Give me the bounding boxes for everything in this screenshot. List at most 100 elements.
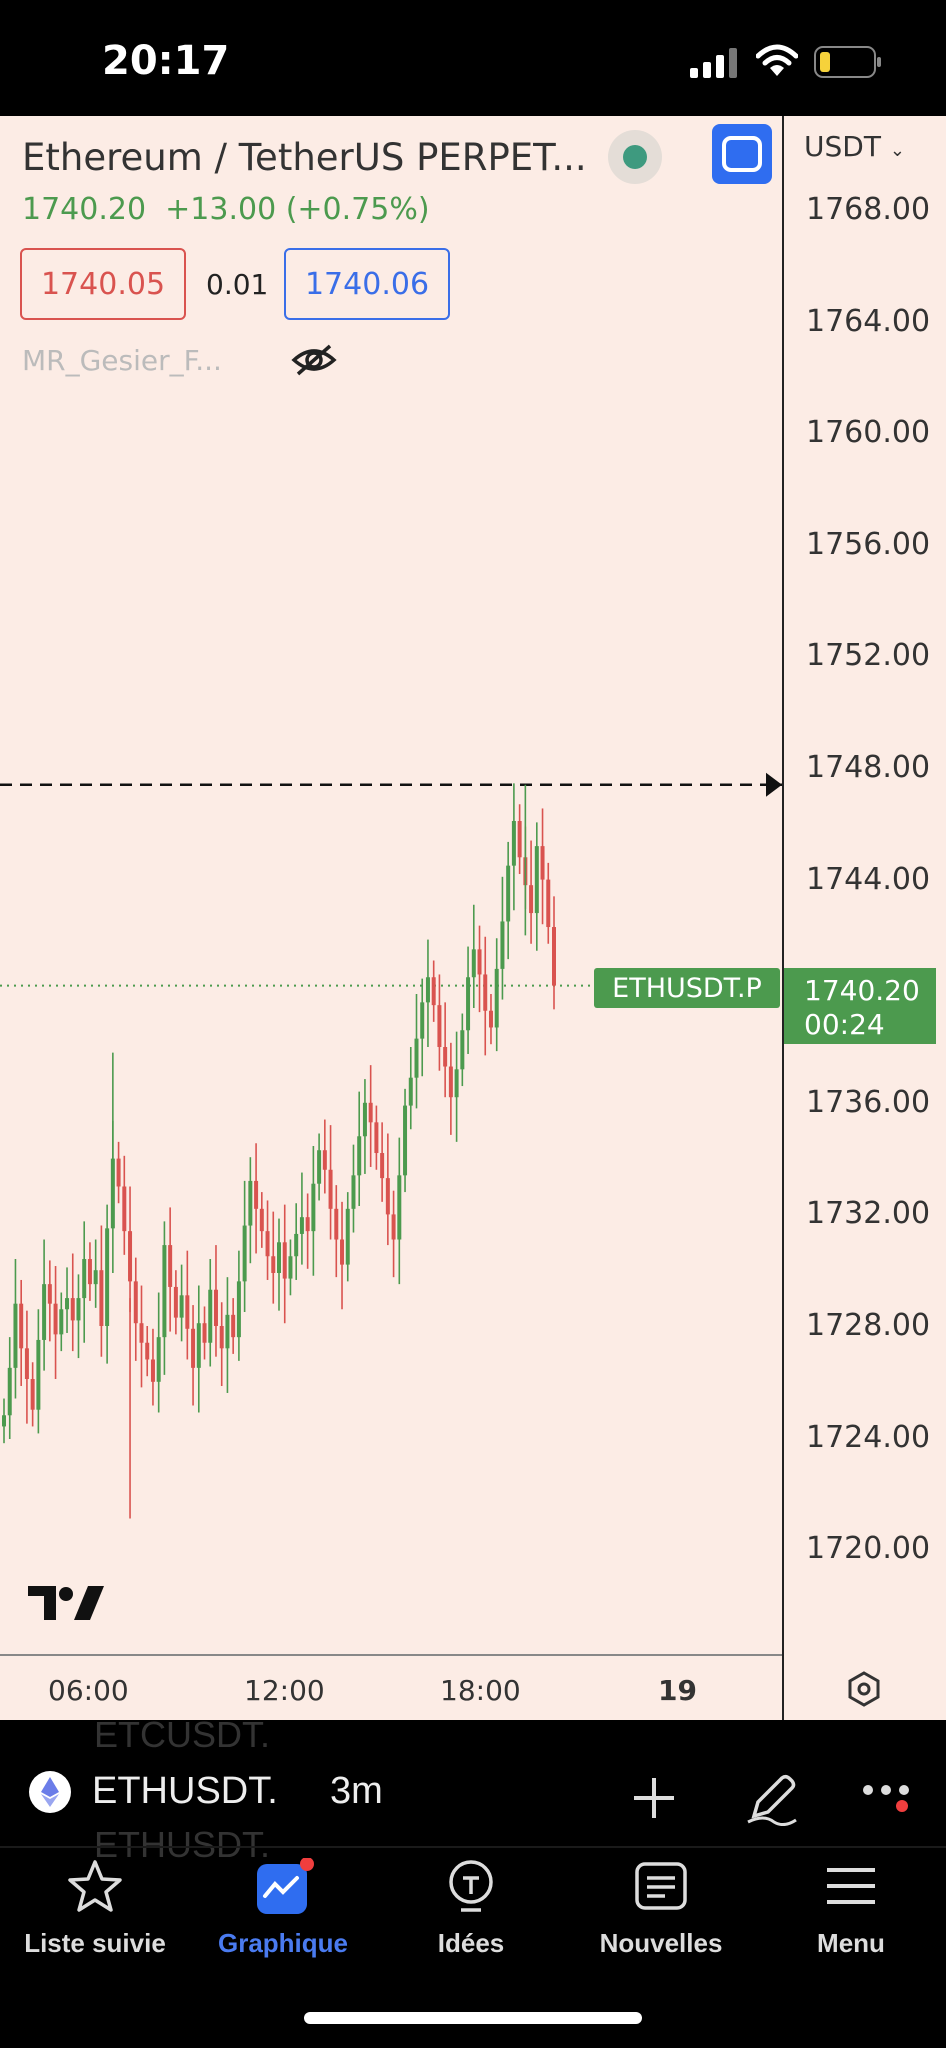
nav-ideas[interactable]: Idées [376, 1858, 566, 1958]
currency-selector[interactable]: USDT ⌄ [804, 130, 905, 163]
chart-area[interactable]: Ethereum / TetherUS PERPET... 1740.20 +1… [0, 116, 946, 1720]
candle-body [47, 1284, 52, 1304]
candle-body [334, 1208, 339, 1240]
symbol-title[interactable]: Ethereum / TetherUS PERPET... [22, 136, 587, 179]
settings-hexagon-icon[interactable] [846, 1671, 882, 1707]
price-label: 1764.00 [806, 303, 931, 339]
candle-body [145, 1342, 150, 1360]
candle-body [460, 1030, 465, 1070]
candle-body [208, 1289, 213, 1343]
candle-body [53, 1303, 58, 1335]
bid-price-button[interactable]: 1740.05 [20, 248, 186, 320]
candle-body [42, 1284, 47, 1340]
candle-body [128, 1231, 133, 1282]
candle-body [397, 1175, 402, 1240]
fullscreen-button[interactable] [712, 124, 772, 184]
candle-body [259, 1208, 264, 1232]
time-axis[interactable] [0, 1654, 782, 1720]
candle-body [99, 1270, 104, 1326]
candle-body [506, 865, 511, 922]
lightbulb-icon [449, 1860, 493, 1912]
nav-divider [0, 1846, 946, 1848]
candle-body [328, 1169, 333, 1209]
candle-body [420, 1002, 425, 1039]
candle-body [59, 1309, 64, 1335]
candle-body [357, 1136, 362, 1176]
nav-news[interactable]: Nouvelles [566, 1858, 756, 1958]
candle-body [139, 1323, 144, 1343]
menu-icon [827, 1868, 875, 1904]
candle-body [231, 1314, 236, 1338]
price-label: 1736.00 [806, 1084, 931, 1120]
wifi-icon [756, 44, 798, 76]
candle-body [322, 1150, 327, 1170]
candle-body [425, 977, 430, 1003]
price-change: +13.00 (+0.75%) [165, 192, 430, 227]
candle-body [391, 1214, 396, 1240]
plus-icon[interactable] [632, 1776, 676, 1820]
nav-chart[interactable]: Graphique [188, 1857, 378, 1958]
candle-body [65, 1298, 70, 1310]
candle-body [19, 1303, 24, 1349]
candle-body [294, 1233, 299, 1257]
nav-label-watchlist: Liste suivie [24, 1928, 166, 1958]
price-label: 1724.00 [806, 1419, 931, 1455]
candle-body [299, 1217, 304, 1234]
price-label: 1768.00 [806, 192, 931, 227]
candle-body [24, 1348, 29, 1380]
candle-body [76, 1298, 81, 1321]
candle-body [93, 1270, 98, 1285]
candle-body [403, 1105, 408, 1176]
candle-body [202, 1323, 207, 1343]
candle-body [466, 977, 471, 1031]
candle-body [511, 821, 516, 866]
candle-body [305, 1217, 310, 1232]
candle-body [494, 968, 499, 1028]
ghost-symbol-above: ETCUSDT. [94, 1714, 271, 1755]
candle-body [116, 1158, 121, 1187]
eye-off-icon[interactable] [290, 342, 338, 378]
candle-body [30, 1379, 35, 1410]
candle-body [351, 1175, 356, 1209]
candle-body [374, 1122, 379, 1154]
candle-body [471, 949, 476, 978]
last-price: 1740.20 [22, 192, 147, 227]
signal-icon [690, 48, 737, 78]
indicator-label[interactable]: MR_Gesier_F... [22, 344, 222, 377]
more-options-button[interactable] [862, 1782, 912, 1812]
candle-body [196, 1323, 201, 1368]
candle-body [448, 1066, 453, 1098]
ask-price-button[interactable]: 1740.06 [284, 248, 450, 320]
candle-body [534, 846, 539, 914]
nav-watchlist[interactable]: Liste suivie [0, 1858, 190, 1958]
market-status-dot[interactable] [608, 130, 662, 184]
candle-body [488, 1010, 493, 1028]
price-axis[interactable]: USDT ⌄ 1768.00 1764.00 1760.00 1756.00 1752.… [782, 116, 946, 1720]
candle-body [385, 1178, 390, 1215]
ghost-symbol-below: ETHUSDT. [94, 1824, 271, 1865]
candle-body [179, 1295, 184, 1318]
candle-body [437, 1005, 442, 1047]
star-icon [68, 1860, 122, 1912]
status-time: 20:17 [102, 38, 230, 84]
candle-body [443, 1047, 448, 1067]
candle-body [173, 1286, 178, 1318]
time-label-1800: 18:00 [440, 1674, 521, 1707]
nav-label-news: Nouvelles [599, 1928, 723, 1958]
candlestick-chart[interactable] [0, 116, 782, 1656]
candle-body [431, 977, 436, 1006]
candle-body [122, 1186, 127, 1232]
interval-selector[interactable]: 3m [330, 1770, 383, 1812]
pencil-icon[interactable] [744, 1770, 800, 1826]
home-indicator [304, 2012, 642, 2024]
candle-body [219, 1326, 224, 1349]
candle-body [191, 1328, 196, 1368]
tradingview-logo [28, 1586, 104, 1620]
candle-body [162, 1245, 167, 1338]
candle-body [185, 1295, 190, 1329]
nav-menu[interactable]: Menu [756, 1858, 946, 1958]
time-label-19: 19 [658, 1674, 697, 1707]
candle-body [87, 1259, 92, 1285]
candle-body [236, 1281, 241, 1338]
ethereum-icon [29, 1771, 71, 1813]
